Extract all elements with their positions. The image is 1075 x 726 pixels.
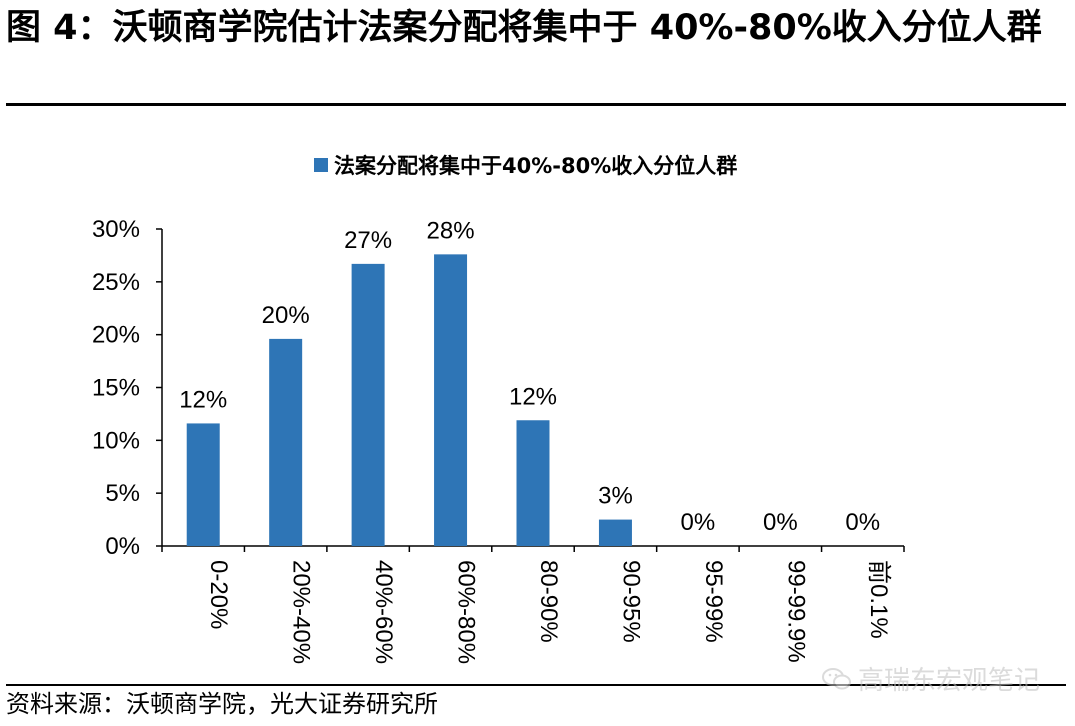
watermark: 高瑞东宏观笔记 <box>822 660 1040 697</box>
y-tick-label: 0% <box>105 533 140 560</box>
y-tick-label: 15% <box>92 375 140 402</box>
y-tick-label: 10% <box>92 427 140 454</box>
data-label: 0% <box>763 509 798 536</box>
legend-label: 法案分配将集中于40%-80%收入分位人群 <box>334 154 738 178</box>
bar-chart: 0% 5% 10% 15% 20% 25% 30% 12% 0-20% 20% 20%-40% 27%… <box>92 216 905 664</box>
bar <box>516 420 550 546</box>
bar <box>186 423 220 546</box>
legend-swatch <box>314 158 328 172</box>
category-label: 0-20% <box>205 560 232 629</box>
wechat-icon <box>822 667 851 689</box>
y-tick-label: 5% <box>105 480 140 507</box>
category-label: 20%-40% <box>288 560 315 664</box>
category-label: 95-99% <box>700 560 727 643</box>
y-tick-label: 30% <box>92 216 140 243</box>
watermark-text: 高瑞东宏观笔记 <box>858 666 1041 696</box>
data-label: 0% <box>681 509 716 536</box>
bar <box>269 338 303 546</box>
source-note: 资料来源：沃顿商学院，光大证券研究所 <box>6 690 438 718</box>
bar <box>351 263 385 546</box>
data-label: 12% <box>509 383 557 410</box>
category-label: 前0.1% <box>865 560 892 639</box>
data-label: 27% <box>344 227 392 254</box>
category-label: 80-90% <box>535 560 562 643</box>
data-label: 28% <box>427 217 475 244</box>
category-label: 99-99.9% <box>782 560 809 663</box>
data-label: 3% <box>598 483 633 510</box>
data-label: 0% <box>845 509 880 536</box>
category-label: 90-95% <box>617 560 644 643</box>
y-tick-label: 25% <box>92 269 140 296</box>
data-label: 20% <box>262 302 310 329</box>
y-tick-label: 20% <box>92 322 140 349</box>
chart-legend: 法案分配将集中于40%-80%收入分位人群 <box>314 150 737 180</box>
category-label: 60%-80% <box>453 560 480 664</box>
bar <box>434 254 468 547</box>
bar <box>598 519 632 546</box>
figure-title: 图 4：沃顿商学院估计法案分配将集中于 40%-80%收入分位人群 <box>6 8 1042 48</box>
category-label: 40%-60% <box>370 560 397 664</box>
footer-divider <box>6 684 1066 686</box>
title-divider <box>6 103 1066 106</box>
data-label: 12% <box>179 386 227 413</box>
